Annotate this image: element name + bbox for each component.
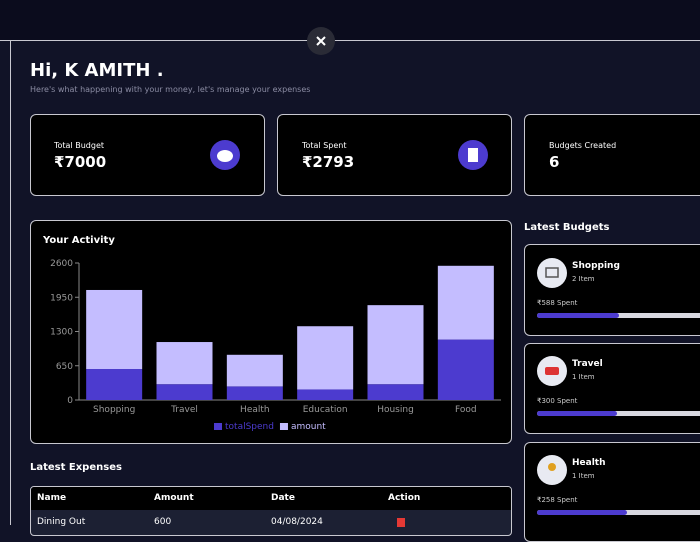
legend-label: amount	[291, 422, 326, 432]
budget-icon	[537, 356, 567, 386]
card-label: Budgets Created	[549, 141, 617, 150]
card-label: Total Budget	[54, 141, 104, 150]
y-tick-label: 1950	[50, 293, 73, 303]
progress-track	[537, 510, 700, 515]
expenses-table: Name Amount Date Action Dining Out 600 0…	[30, 486, 512, 536]
budget-name: Health	[572, 458, 606, 468]
progress-track	[537, 411, 700, 416]
budget-icon	[537, 258, 567, 288]
progress-fill	[537, 411, 617, 416]
progress-fill	[537, 510, 627, 515]
bar	[437, 265, 494, 340]
card-icon	[458, 140, 488, 170]
legend-label: totalSpend	[225, 422, 274, 432]
close-button[interactable]	[307, 27, 335, 55]
table-cell: Dining Out	[37, 517, 86, 527]
bar	[367, 305, 424, 385]
budget-spent: ₹258 Spent	[537, 496, 578, 504]
legend-swatch	[279, 423, 288, 430]
column-header: Action	[388, 493, 421, 503]
bar	[226, 386, 283, 400]
bar	[367, 384, 424, 400]
chart: Your Activity 0 650 1300 1950 2600 Shopping Tr…	[42, 235, 501, 432]
bar	[297, 326, 354, 390]
y-tick-label: 0	[67, 396, 73, 406]
divider	[10, 40, 11, 525]
section-title: Latest Budgets	[524, 222, 610, 233]
card-label: Total Spent	[302, 141, 347, 150]
budget-card[interactable]: Shopping 2 Item ₹588 Spent	[524, 244, 700, 336]
table-cell: 600	[154, 517, 172, 527]
y-tick-label: 2600	[50, 259, 73, 269]
budget-items: 1 Item	[572, 472, 595, 480]
stat-card: Budgets Created 6	[524, 114, 700, 196]
x-tick-label: Health	[240, 405, 270, 415]
progress-fill	[537, 313, 619, 318]
x-tick-label: Education	[303, 405, 348, 415]
y-tick-label: 650	[56, 362, 73, 372]
table-cell: 04/08/2024	[271, 517, 323, 527]
greeting: Hi, K AMITH .	[30, 60, 164, 81]
chart-panel: Your Activity 0 650 1300 1950 2600 Shopping Tr…	[30, 220, 512, 444]
progress-track	[537, 313, 700, 318]
budget-spent: ₹300 Spent	[537, 397, 578, 405]
budget-card[interactable]: Travel 1 Item ₹300 Spent	[524, 343, 700, 434]
budget-card[interactable]: Health 1 Item ₹258 Spent	[524, 442, 700, 542]
x-tick-label: Travel	[170, 405, 198, 415]
budget-spent: ₹588 Spent	[537, 299, 578, 307]
card-value: 6	[549, 153, 560, 171]
card-value: ₹2793	[302, 153, 355, 171]
delete-icon[interactable]	[396, 517, 406, 527]
bar	[297, 389, 354, 400]
column-header: Amount	[154, 493, 194, 503]
top-bar	[0, 0, 700, 41]
budget-name: Travel	[572, 359, 603, 369]
x-tick-label: Shopping	[93, 405, 135, 415]
stat-card: Total Spent ₹2793	[277, 114, 512, 196]
legend-swatch	[214, 423, 222, 430]
stat-card: Total Budget ₹7000	[30, 114, 265, 196]
budget-items: 2 Item	[572, 275, 595, 283]
card-icon	[210, 140, 240, 170]
bar	[226, 354, 283, 387]
x-tick-label: Food	[455, 405, 477, 415]
budget-icon	[537, 455, 567, 485]
column-header: Date	[271, 493, 295, 503]
section-title: Latest Expenses	[30, 462, 122, 473]
column-header: Name	[37, 493, 67, 503]
budget-items: 1 Item	[572, 373, 595, 381]
budget-name: Shopping	[572, 261, 620, 271]
table-header	[31, 487, 511, 510]
y-tick-label: 1300	[50, 328, 73, 338]
bar	[437, 339, 494, 400]
bar	[156, 384, 213, 400]
bar	[86, 369, 143, 400]
bar	[156, 342, 213, 385]
chart-title: Your Activity	[42, 235, 115, 246]
bar	[86, 289, 143, 370]
x-tick-label: Housing	[377, 405, 414, 415]
subtitle: Here's what happening with your money, l…	[30, 85, 311, 94]
card-value: ₹7000	[54, 153, 107, 171]
